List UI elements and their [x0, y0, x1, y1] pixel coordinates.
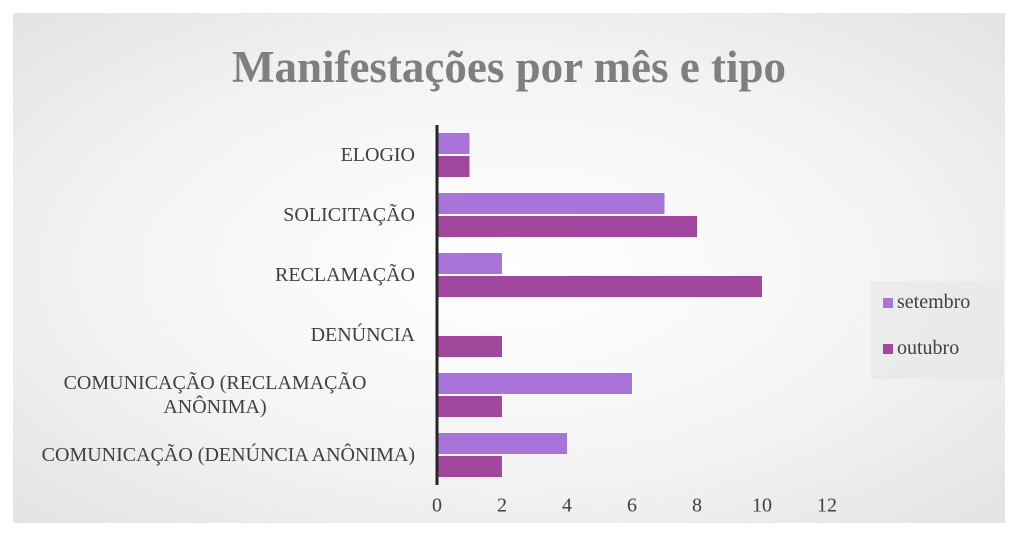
chart-title: Manifestações por mês e tipo [231, 42, 787, 92]
legend-swatch [883, 298, 893, 308]
bar [437, 276, 762, 297]
x-tick-label: 8 [692, 495, 702, 517]
y-tick-label: ELOGIO [340, 144, 415, 166]
x-tick-label: 10 [752, 495, 772, 517]
x-tick-label: 0 [432, 495, 442, 517]
legend-item: outubro [883, 337, 959, 360]
x-tick-label: 12 [817, 495, 837, 517]
bar [437, 216, 697, 237]
bar [437, 133, 470, 154]
legend-swatch [883, 344, 893, 354]
bar [437, 373, 632, 394]
y-tick-label: COMUNICAÇÃO (RECLAMAÇÃO ANÔNIMA) [63, 372, 367, 418]
y-tick-label: DENÚNCIA [310, 324, 415, 346]
y-tick-label: RECLAMAÇÃO [274, 264, 415, 286]
x-tick-label: 6 [627, 495, 637, 517]
bar [437, 433, 567, 454]
x-tick-label: 2 [497, 495, 507, 517]
x-tick-label: 4 [562, 495, 572, 517]
category-labels: ELOGIO SOLICITAÇÃO RECLAMAÇÃO DENÚNCIA COMUN… [13, 13, 415, 523]
bar [437, 396, 502, 417]
bar [437, 156, 470, 177]
legend-label: outubro [897, 337, 960, 359]
legend-label: setembro [897, 291, 971, 313]
legend: setembro outubro [871, 281, 1003, 379]
bar [437, 253, 502, 274]
y-tick-label: COMUNICAÇÃO (DENÚNCIA ANÔNIMA) [41, 444, 415, 466]
chart: Manifestações por mês e tipo 0 2 4 6 8 10 12 E… [13, 13, 1005, 523]
y-tick-label: SOLICITAÇÃO [283, 204, 415, 226]
bar [437, 456, 502, 477]
plot: 0 2 4 6 8 10 12 [432, 125, 837, 517]
legend-item: setembro [883, 291, 970, 314]
bar [437, 193, 665, 214]
bar [437, 336, 502, 357]
